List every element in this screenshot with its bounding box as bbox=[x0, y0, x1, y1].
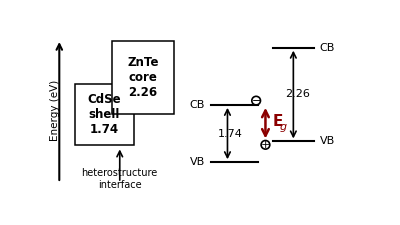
Text: $\mathbf{E}$: $\mathbf{E}$ bbox=[272, 113, 283, 129]
Text: VB: VB bbox=[190, 157, 205, 167]
Text: +: + bbox=[261, 140, 270, 150]
Text: CB: CB bbox=[320, 43, 335, 53]
Text: Energy (eV): Energy (eV) bbox=[50, 79, 60, 141]
Text: ZnTe
core
2.26: ZnTe core 2.26 bbox=[127, 56, 159, 99]
Text: 2.26: 2.26 bbox=[286, 89, 310, 99]
Text: heterostructure
interface: heterostructure interface bbox=[82, 168, 158, 190]
Text: CdSe
shell
1.74: CdSe shell 1.74 bbox=[88, 93, 121, 136]
Text: CB: CB bbox=[190, 100, 205, 110]
Text: $g$: $g$ bbox=[279, 122, 288, 134]
Text: −: − bbox=[252, 96, 261, 106]
Text: 1.74: 1.74 bbox=[218, 128, 243, 139]
Text: VB: VB bbox=[320, 136, 335, 146]
FancyBboxPatch shape bbox=[112, 41, 174, 114]
FancyBboxPatch shape bbox=[75, 84, 134, 145]
